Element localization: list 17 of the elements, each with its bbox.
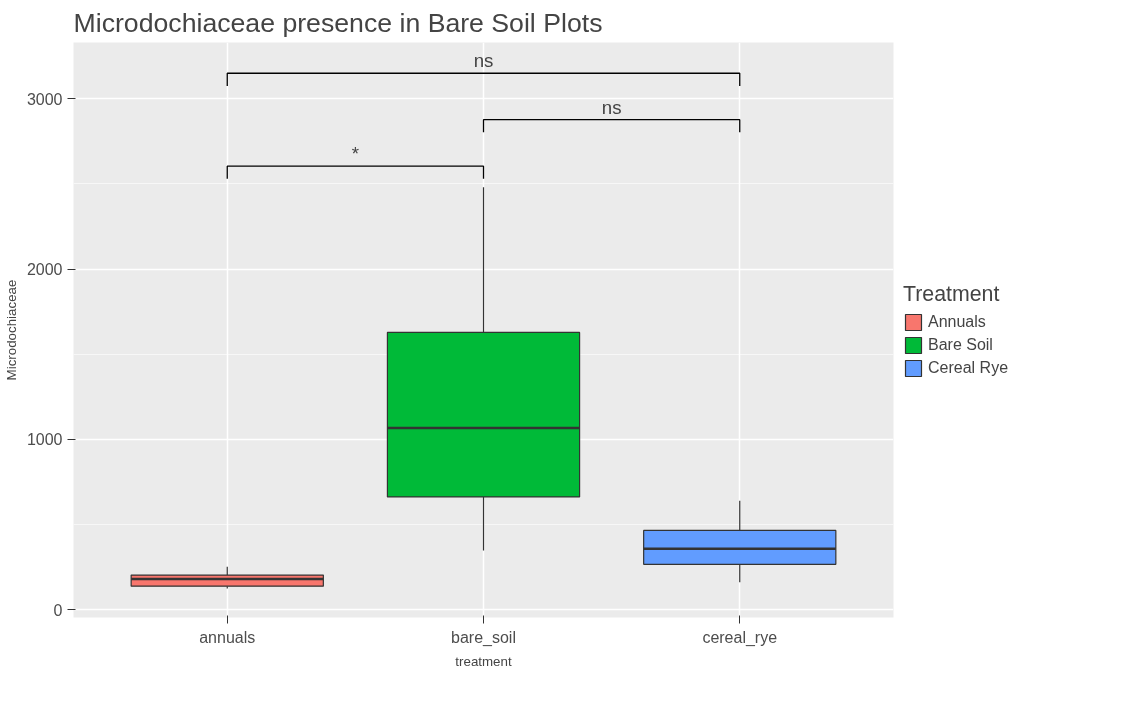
annotation: ns	[601, 96, 622, 118]
legend-label: Annuals	[928, 312, 986, 331]
legend-title: Treatment	[903, 281, 1001, 307]
annotation: ns	[473, 50, 494, 72]
x-tick-label: annuals	[199, 628, 256, 646]
annotation: *	[351, 143, 360, 165]
y-tick-label: 1000	[26, 431, 63, 449]
y-axis-title: Microdochiaceae	[3, 279, 19, 381]
x-tick-label: bare_soil	[451, 628, 516, 647]
legend-label: Bare Soil	[928, 335, 993, 354]
y-tick-label: 0	[53, 601, 63, 619]
y-tick-label: 3000	[26, 90, 63, 108]
y-tick-label: 2000	[26, 261, 63, 279]
chart-title: Microdochiaceae presence in Bare Soil Plots	[73, 7, 603, 38]
x-tick-label: cereal_rye	[702, 628, 778, 647]
x-axis-title: treatment	[455, 653, 512, 669]
legend-label: Cereal Rye	[928, 358, 1009, 377]
